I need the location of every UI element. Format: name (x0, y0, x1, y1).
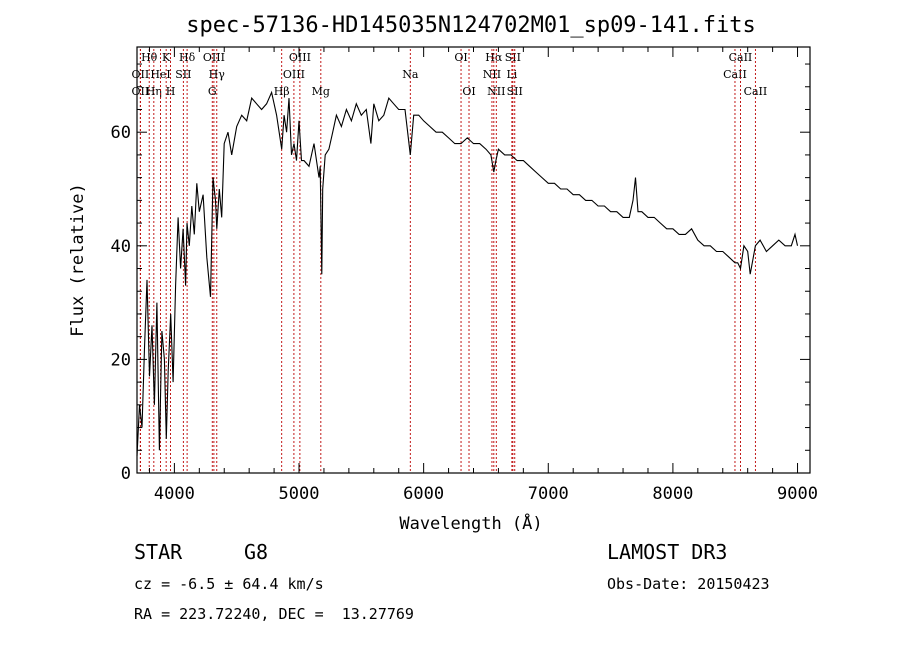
line-label: CaII (729, 51, 753, 64)
coordinates: RA = 223.72240, DEC = 13.27769 (134, 605, 414, 623)
line-label: Li (506, 68, 517, 81)
chart-title: spec-57136-HD145035N124702M01_sp09-141.f… (186, 13, 756, 38)
line-label: Na (402, 68, 419, 81)
line-label: OI (462, 85, 475, 98)
line-label: SII (507, 85, 523, 98)
line-label: SII (175, 68, 191, 81)
line-label: Hγ (209, 68, 226, 81)
y-axis-label: Flux (relative) (68, 183, 88, 337)
object-type: STAR (134, 540, 183, 564)
line-label: G (208, 85, 217, 98)
line-label: Hδ (179, 51, 196, 64)
line-label: Hη (146, 85, 162, 98)
line-label: OII (132, 85, 150, 98)
line-label: OI (454, 51, 467, 64)
line-label: NII (487, 85, 505, 98)
plot-frame (136, 46, 811, 474)
line-label: Mg (312, 85, 330, 98)
axis-ticks: 4000 5000 6000 7000 8000 9000 0 20 40 60 (111, 47, 818, 504)
line-label: CaII (723, 68, 747, 81)
spectral-subclass: G8 (244, 540, 269, 564)
x-tick-label: 9000 (777, 484, 818, 504)
line-label: CaII (744, 85, 768, 98)
y-tick-label: 20 (111, 350, 131, 370)
observation-date: Obs-Date: 20150423 (607, 575, 770, 593)
line-label: OIII (203, 51, 225, 64)
x-axis-label: Wavelength (Å) (399, 512, 542, 534)
x-tick-label: 8000 (652, 484, 693, 504)
line-label: NII (483, 68, 501, 81)
line-label: SII (505, 51, 521, 64)
x-tick-label: 4000 (154, 484, 195, 504)
line-label: OIII (283, 68, 305, 81)
line-label: OIII (289, 51, 311, 64)
line-label: Hθ (141, 51, 158, 64)
line-label: Hα (485, 51, 503, 64)
x-tick-label: 6000 (403, 484, 444, 504)
y-tick-label: 0 (121, 464, 131, 484)
line-label: Hβ (274, 85, 290, 98)
line-label: HeI (150, 68, 170, 81)
spectrum-line (136, 90, 799, 457)
line-label: H (166, 85, 176, 98)
line-label: K (162, 51, 171, 64)
x-tick-label: 5000 (279, 484, 320, 504)
y-tick-label: 60 (111, 123, 131, 143)
x-tick-label: 7000 (528, 484, 569, 504)
redshift-value: cz = -6.5 ± 64.4 km/s (134, 575, 324, 593)
survey-name: LAMOST DR3 (607, 540, 728, 564)
y-tick-label: 40 (111, 237, 131, 257)
